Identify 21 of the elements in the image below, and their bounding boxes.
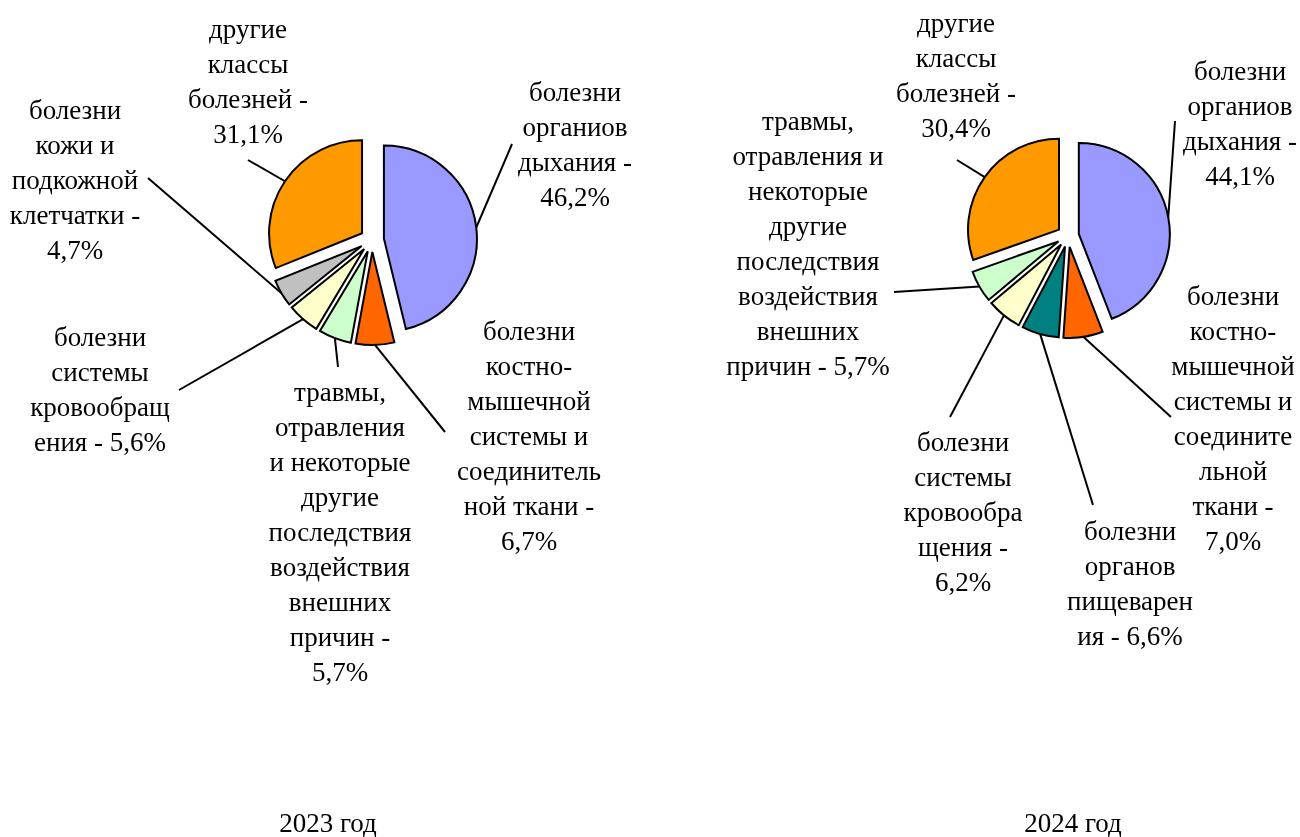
data-label: 31,1% bbox=[213, 119, 283, 149]
data-label: 7,0% bbox=[1204, 526, 1262, 556]
slice-label: болезни системы кровообращения - bbox=[903, 427, 1023, 562]
slice-label: болезни системы кровообращения - 5,6% bbox=[30, 322, 171, 457]
data-label: 44,1% bbox=[1205, 161, 1275, 191]
slice-label: болезни кожи и подкожной клетчатки - bbox=[9, 95, 141, 230]
data-label: 4,7% bbox=[46, 235, 104, 265]
data-label: 30,4% bbox=[921, 113, 991, 143]
slice-label: травмы, отравления и некоторые другие последствия воздействия внешних причин - 5,7% bbox=[726, 106, 890, 381]
data-label: 5,7% bbox=[311, 657, 369, 687]
data-label: 6,2% bbox=[934, 567, 992, 597]
slice-label: болезни органиов дыхания - bbox=[1182, 56, 1298, 156]
data-label: 6,7% bbox=[500, 526, 558, 556]
slice-label: другие классы болезней - bbox=[188, 14, 308, 114]
slice-label: другие классы болезней - bbox=[896, 8, 1016, 108]
text: 2023 год bbox=[279, 808, 378, 837]
text: 2024 год bbox=[1024, 808, 1123, 837]
slice-label: болезни костно-мышечной системы и соединительной ткани - bbox=[456, 316, 602, 521]
slice-label: травмы, отравления и некоторые другие последствия воздействия внешних причин - bbox=[268, 377, 412, 652]
data-label: 46,2% bbox=[540, 182, 610, 212]
slice-label: болезни органиов дыхания - bbox=[517, 77, 633, 177]
